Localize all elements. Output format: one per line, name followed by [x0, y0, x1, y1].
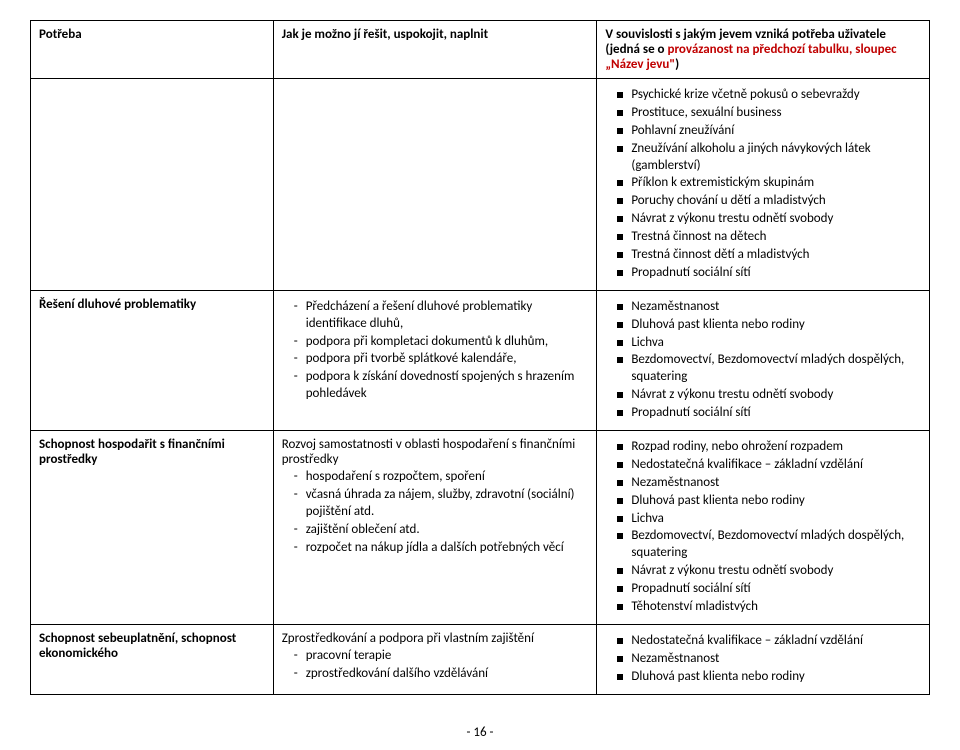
list-item: zprostředkování dalšího vzdělávání [294, 666, 589, 683]
cell-jevy: Rozpad rodiny, nebo ohrožení rozpadem Ne… [597, 431, 930, 625]
cell-reseni: Rozvoj samostatnosti v oblasti hospodaře… [273, 431, 597, 625]
header-text-line1: V souvislosti s jakým jevem vzniká potře… [605, 27, 886, 42]
header-text-line2c: ) [675, 57, 679, 72]
cell-reseni-empty [273, 79, 597, 291]
list-item: včasná úhrada za nájem, služby, zdravotn… [294, 487, 589, 521]
cell-potreba: Schopnost hospodařit s finančními prostř… [31, 431, 274, 625]
list-item: Předcházení a řešení dluhové problematik… [294, 299, 589, 333]
list-item: Dluhová past klienta nebo rodiny [617, 493, 921, 510]
table-row: Schopnost sebeuplatnění, schopnost ekono… [31, 624, 930, 694]
list-item: Trestná činnost na dětech [617, 229, 921, 246]
row-label: Schopnost hospodařit s finančními prostř… [39, 437, 225, 467]
dash-list: pracovní terapie zprostředkování dalšího… [282, 648, 589, 683]
cell-reseni: Předcházení a řešení dluhové problematik… [273, 290, 597, 430]
list-item: Nezaměstnanost [617, 475, 921, 492]
list-item: Psychické krize včetně pokusů o sebevraž… [617, 87, 921, 104]
list-item: Příklon k extremistickým skupinám [617, 175, 921, 192]
list-item: pracovní terapie [294, 648, 589, 665]
list-item: Nezaměstnanost [617, 299, 921, 316]
list-item: Nedostatečná kvalifikace – základní vzdě… [617, 633, 921, 650]
header-text-line2a: (jedná se o [605, 42, 667, 57]
bullet-list: Nezaměstnanost Dluhová past klienta nebo… [605, 299, 921, 422]
list-item: Propadnutí sociální sítí [617, 265, 921, 282]
list-item: Prostituce, sexuální business [617, 105, 921, 122]
list-item: podpora při kompletaci dokumentů k dluhů… [294, 334, 589, 351]
header-text: Potřeba [39, 27, 82, 42]
list-item: Nedostatečná kvalifikace – základní vzdě… [617, 457, 921, 474]
list-item: Propadnutí sociální sítí [617, 581, 921, 598]
header-souvislost: V souvislosti s jakým jevem vzniká potře… [597, 21, 930, 79]
list-item: Dluhová past klienta nebo rodiny [617, 317, 921, 334]
header-potreba: Potřeba [31, 21, 274, 79]
cell-potreba: Řešení dluhové problematiky [31, 290, 274, 430]
table-row: Schopnost hospodařit s finančními prostř… [31, 431, 930, 625]
header-text: Jak je možno jí řešit, uspokojit, naplni… [282, 27, 488, 42]
list-item: Nezaměstnanost [617, 651, 921, 668]
cell-potreba-empty [31, 79, 274, 291]
cell-reseni: Zprostředkování a podpora při vlastním z… [273, 624, 597, 694]
cell-jevy: Nezaměstnanost Dluhová past klienta nebo… [597, 290, 930, 430]
page-number: - 16 - [30, 725, 930, 740]
list-item: Návrat z výkonu trestu odnětí svobody [617, 211, 921, 228]
list-item: Rozpad rodiny, nebo ohrožení rozpadem [617, 439, 921, 456]
cell-jevy: Nedostatečná kvalifikace – základní vzdě… [597, 624, 930, 694]
needs-table: Potřeba Jak je možno jí řešit, uspokojit… [30, 20, 930, 695]
intro-text: Rozvoj samostatnosti v oblasti hospodaře… [282, 437, 589, 467]
row-label: Řešení dluhové problematiky [39, 297, 196, 312]
list-item: Pohlavní zneužívání [617, 123, 921, 140]
list-item: podpora k získání dovedností spojených s… [294, 369, 589, 403]
cell-potreba: Schopnost sebeuplatnění, schopnost ekono… [31, 624, 274, 694]
header-reseni: Jak je možno jí řešit, uspokojit, naplni… [273, 21, 597, 79]
list-item: Lichva [617, 511, 921, 528]
list-item: Propadnutí sociální sítí [617, 405, 921, 422]
list-item: Návrat z výkonu trestu odnětí svobody [617, 387, 921, 404]
bullet-list: Rozpad rodiny, nebo ohrožení rozpadem Ne… [605, 439, 921, 616]
table-row: Psychické krize včetně pokusů o sebevraž… [31, 79, 930, 291]
list-item: Dluhová past klienta nebo rodiny [617, 669, 921, 686]
list-item: hospodaření s rozpočtem, spoření [294, 469, 589, 486]
list-item: Návrat z výkonu trestu odnětí svobody [617, 563, 921, 580]
list-item: Těhotenství mladistvých [617, 599, 921, 616]
table-row: Řešení dluhové problematiky Předcházení … [31, 290, 930, 430]
cell-jevy: Psychické krize včetně pokusů o sebevraž… [597, 79, 930, 291]
list-item: Zneužívání alkoholu a jiných návykových … [617, 141, 921, 175]
dash-list: hospodaření s rozpočtem, spoření včasná … [282, 469, 589, 556]
list-item: rozpočet na nákup jídla a dalších potřeb… [294, 540, 589, 557]
bullet-list: Psychické krize včetně pokusů o sebevraž… [605, 87, 921, 282]
table-header-row: Potřeba Jak je možno jí řešit, uspokojit… [31, 21, 930, 79]
intro-text: Zprostředkování a podpora při vlastním z… [282, 631, 589, 646]
list-item: podpora při tvorbě splátkové kalendáře, [294, 351, 589, 368]
bullet-list: Nedostatečná kvalifikace – základní vzdě… [605, 633, 921, 686]
list-item: Lichva [617, 335, 921, 352]
dash-list: Předcházení a řešení dluhové problematik… [282, 299, 589, 403]
list-item: Bezdomovectví, Bezdomovectví mladých dos… [617, 528, 921, 562]
list-item: Poruchy chování u dětí a mladistvých [617, 193, 921, 210]
row-label: Schopnost sebeuplatnění, schopnost ekono… [39, 631, 236, 661]
list-item: zajištění oblečení atd. [294, 522, 589, 539]
page-wrapper: Potřeba Jak je možno jí řešit, uspokojit… [0, 0, 960, 750]
list-item: Trestná činnost dětí a mladistvých [617, 247, 921, 264]
list-item: Bezdomovectví, Bezdomovectví mladých dos… [617, 352, 921, 386]
